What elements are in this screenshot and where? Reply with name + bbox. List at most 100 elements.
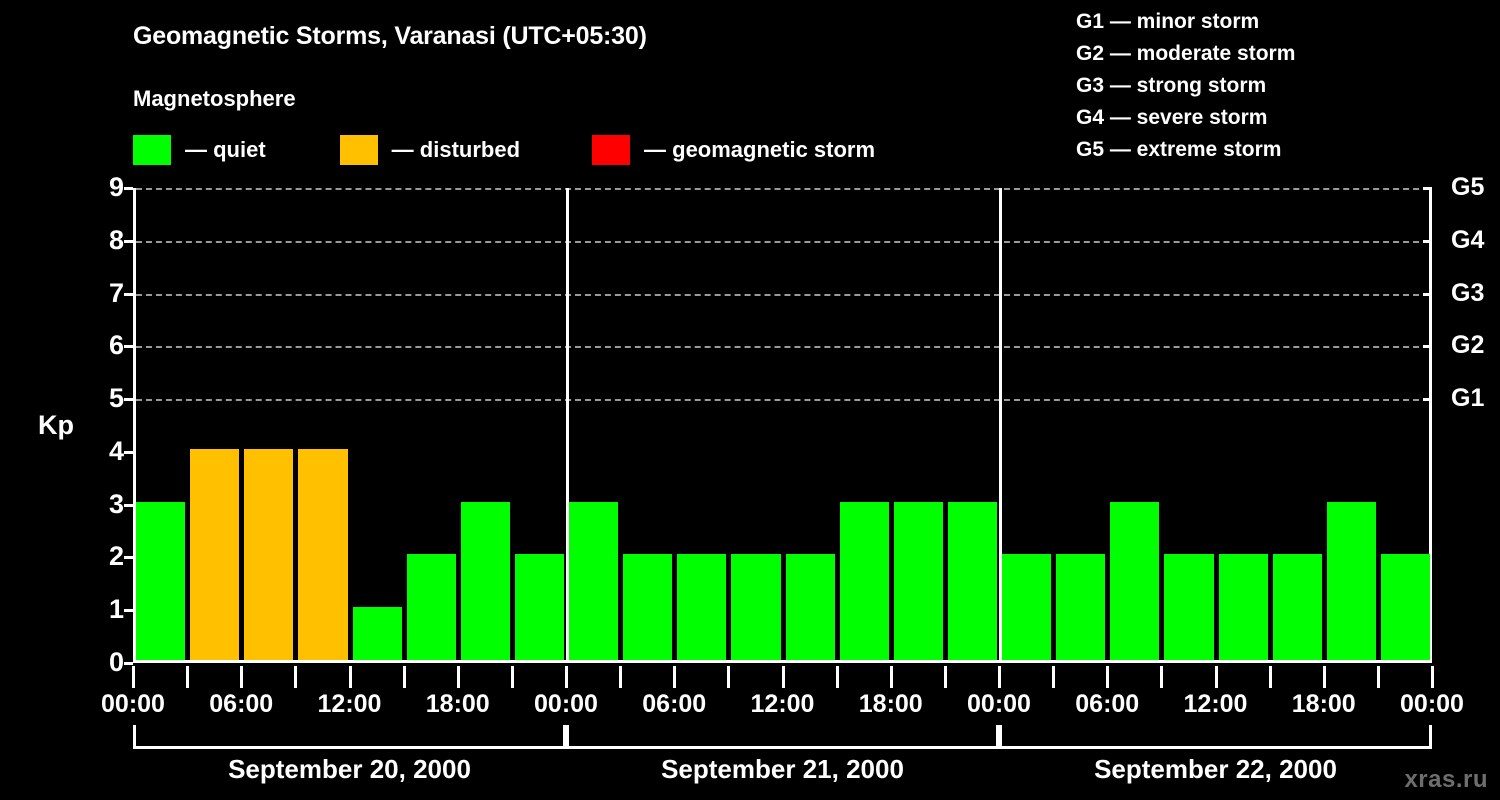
y-axis-tick-labels: 0 1 2 3 4 5 6 7 8 9 xyxy=(62,174,124,676)
x-tick-mark xyxy=(1052,666,1056,688)
x-tick-mark xyxy=(1106,666,1110,688)
bar[interactable] xyxy=(785,554,835,660)
day-label: September 21, 2000 xyxy=(661,754,904,784)
x-tick-label: 12:00 xyxy=(317,690,382,718)
bar[interactable] xyxy=(298,448,348,660)
y-tick-label-6: 6 xyxy=(108,330,124,361)
day-divider xyxy=(999,188,1002,663)
gridline-kp-8 xyxy=(136,240,1429,243)
legend-label-storm: — geomagnetic storm xyxy=(644,137,876,162)
plot-area xyxy=(133,188,1432,663)
magnetosphere-heading: Magnetosphere xyxy=(133,86,296,111)
watermark: xras.ru xyxy=(1404,766,1488,793)
bar[interactable] xyxy=(1056,554,1106,660)
y-tick-mark-2 xyxy=(124,556,133,560)
x-tick-label: 00:00 xyxy=(534,690,598,718)
bar[interactable] xyxy=(1164,554,1214,660)
gridline-kp-6 xyxy=(136,346,1429,349)
x-tick-mark xyxy=(781,666,785,688)
bar[interactable] xyxy=(839,501,889,660)
bar[interactable] xyxy=(190,448,240,660)
bar[interactable] xyxy=(460,501,510,660)
legend-entry-storm: — geomagnetic storm xyxy=(592,133,875,167)
x-tick-mark xyxy=(835,666,839,688)
g-tick-label-G4: G4 xyxy=(1451,225,1485,254)
y-axis-title: Kp xyxy=(38,410,74,440)
day-bracket-tick xyxy=(1429,725,1432,747)
bar[interactable] xyxy=(569,501,619,660)
g-scale-line-g2: G2 — moderate storm xyxy=(1076,42,1296,65)
x-tick-mark xyxy=(889,666,893,688)
day-label: September 20, 2000 xyxy=(228,754,471,784)
x-tick-label: 12:00 xyxy=(750,690,815,718)
bar[interactable] xyxy=(1326,501,1376,660)
g-scale-line-g3: G3 — strong storm xyxy=(1076,74,1267,97)
bar[interactable] xyxy=(244,448,294,660)
bar[interactable] xyxy=(352,607,402,660)
legend-entry-disturbed: — disturbed xyxy=(339,133,521,167)
y-tick-label-7: 7 xyxy=(108,277,124,308)
bar[interactable] xyxy=(947,501,997,660)
bar[interactable] xyxy=(136,501,186,660)
x-tick-mark xyxy=(132,666,135,688)
x-tick-mark xyxy=(727,666,731,688)
x-tick-mark xyxy=(1160,666,1164,688)
bar[interactable] xyxy=(1110,501,1160,660)
day-bracket-tick xyxy=(563,725,566,747)
g-tick-mark-G2 xyxy=(1423,345,1432,349)
x-tick-mark xyxy=(348,666,352,688)
y-tick-mark-5 xyxy=(124,398,133,402)
x-tick-label: 06:00 xyxy=(642,690,707,718)
legend-label-quiet: — quiet xyxy=(185,137,266,162)
x-tick-label: 18:00 xyxy=(858,690,923,718)
day-bracket-tick xyxy=(999,725,1002,747)
bar[interactable] xyxy=(1002,554,1052,660)
g-axis-tick-labels: G1 G2 G3 G4 G5 xyxy=(1435,175,1500,663)
y-tick-mark-7 xyxy=(124,292,133,296)
g-scale-line-g5: G5 — extreme storm xyxy=(1076,138,1282,161)
g-tick-label-G3: G3 xyxy=(1451,278,1485,307)
bar[interactable] xyxy=(1272,554,1322,660)
x-tick-mark xyxy=(510,666,514,688)
bar[interactable] xyxy=(893,501,943,660)
gridline-kp-9 xyxy=(136,188,1429,190)
x-tick-mark xyxy=(1431,666,1434,688)
g-tick-label-G5: G5 xyxy=(1451,173,1485,201)
gridline-kp-5 xyxy=(136,399,1429,402)
day-divider xyxy=(566,188,569,663)
x-tick-label: 00:00 xyxy=(967,690,1031,718)
bar[interactable] xyxy=(514,554,564,660)
day-bracket-tick xyxy=(566,725,569,747)
x-tick-label: 18:00 xyxy=(425,690,490,718)
legend-entry-quiet: — quiet xyxy=(133,133,266,167)
x-tick-label: 12:00 xyxy=(1183,690,1248,718)
disturbed-swatch xyxy=(339,135,378,165)
x-tick-mark xyxy=(673,666,677,688)
bar[interactable] xyxy=(623,554,673,660)
x-tick-mark xyxy=(240,666,244,688)
bar[interactable] xyxy=(677,554,727,660)
bar[interactable] xyxy=(1218,554,1268,660)
x-tick-mark xyxy=(402,666,406,688)
bar[interactable] xyxy=(1380,554,1430,660)
y-tick-label-9: 9 xyxy=(108,172,124,202)
y-tick-mark-0 xyxy=(124,662,133,665)
x-tick-label: 00:00 xyxy=(101,690,165,718)
g-tick-mark-G5 xyxy=(1423,187,1432,190)
x-tick-mark xyxy=(1322,666,1326,688)
day-bracket-line xyxy=(566,746,999,749)
y-tick-mark-9 xyxy=(124,187,133,190)
x-tick-mark xyxy=(943,666,947,688)
legend-label-disturbed: — disturbed xyxy=(391,137,521,162)
bar[interactable] xyxy=(731,554,781,660)
g-tick-mark-G1 xyxy=(1423,398,1432,402)
x-tick-mark xyxy=(1268,666,1272,688)
y-tick-label-1: 1 xyxy=(108,594,124,625)
bar[interactable] xyxy=(406,554,456,660)
y-tick-label-3: 3 xyxy=(108,488,124,519)
day-bracket-tick xyxy=(133,725,136,747)
x-tick-mark xyxy=(294,666,298,688)
y-tick-label-2: 2 xyxy=(108,541,124,572)
g-tick-mark-G4 xyxy=(1423,239,1432,243)
